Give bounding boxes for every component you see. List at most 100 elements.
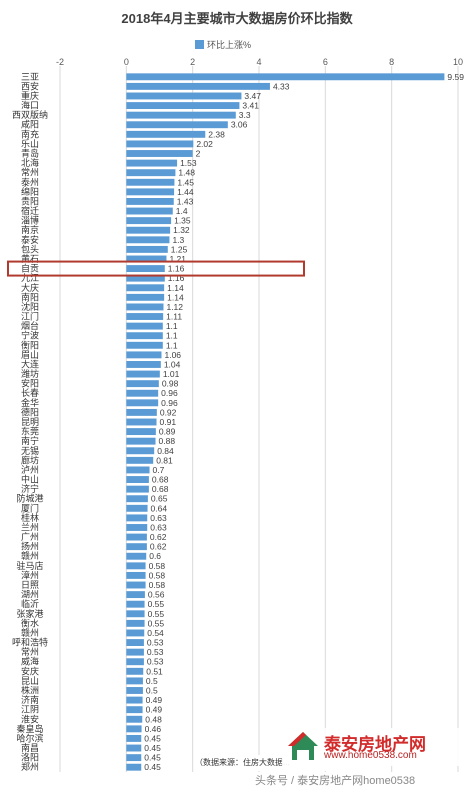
category-label: 沈阳 <box>21 301 39 312</box>
category-label: 日照 <box>21 580 39 590</box>
category-label: 安庆 <box>21 665 39 676</box>
category-label: 青岛 <box>21 148 39 159</box>
bar <box>126 341 163 349</box>
value-label: 0.63 <box>150 522 167 532</box>
value-label: 0.45 <box>144 733 161 743</box>
value-label: 0.58 <box>149 561 166 571</box>
category-label: 漳州 <box>21 569 39 580</box>
bar <box>126 284 165 292</box>
bars <box>126 73 445 771</box>
value-label: 1.44 <box>177 187 194 197</box>
bar <box>126 82 270 90</box>
value-label: 4.33 <box>273 81 290 91</box>
category-label: 威海 <box>21 656 39 667</box>
bar <box>126 677 143 685</box>
value-label: 1.32 <box>173 225 190 235</box>
category-labels: 三亚西安重庆海口西双版纳咸阳南充乐山青岛北海常州泰州绵阳贵阳宿迁淄博南京泰安包头… <box>12 72 48 772</box>
category-label: 桂林 <box>21 512 39 523</box>
bar <box>126 485 149 493</box>
value-label: 0.96 <box>161 388 178 398</box>
value-label: 1.14 <box>167 283 184 293</box>
category-label: 南宁 <box>21 435 39 446</box>
category-label: 洛阳 <box>21 752 39 763</box>
house-logo-icon <box>288 732 318 760</box>
value-label: 0.63 <box>150 513 167 523</box>
category-label: 自贡 <box>21 263 39 274</box>
value-label: 2.38 <box>208 129 225 139</box>
value-label: 1.4 <box>176 206 188 216</box>
category-label: 咸阳 <box>21 119 39 130</box>
bar <box>126 389 159 397</box>
category-label: 黄石 <box>21 253 39 264</box>
value-label: 1.35 <box>174 216 191 226</box>
value-label: 1.06 <box>164 350 181 360</box>
value-label: 0.55 <box>148 618 165 628</box>
bar <box>126 533 147 541</box>
bar <box>126 447 155 455</box>
value-label: 1.1 <box>166 340 178 350</box>
bar <box>126 715 143 723</box>
category-label: 潍坊 <box>21 368 39 379</box>
value-label: 1.1 <box>166 321 178 331</box>
bar <box>126 265 165 273</box>
category-label: 西双版纳 <box>12 109 48 120</box>
category-label: 海口 <box>21 100 39 111</box>
category-label: 贵阳 <box>21 195 39 206</box>
bar <box>126 476 149 483</box>
category-label: 常州 <box>21 646 39 657</box>
bar <box>126 226 171 234</box>
bar <box>126 495 148 503</box>
bar <box>126 121 228 129</box>
value-label: 0.68 <box>152 484 169 494</box>
value-label: 0.48 <box>145 714 162 724</box>
value-labels: 9.59 4.33 3.473.413.33.06 2.382.0221.531.48… <box>144 72 464 772</box>
value-label: 2.02 <box>196 139 213 149</box>
bar <box>126 332 163 340</box>
value-label: 0.5 <box>146 676 158 686</box>
bar <box>126 370 160 378</box>
category-label: 赣州 <box>21 627 39 638</box>
category-label: 赣州 <box>21 550 39 561</box>
bar <box>126 92 242 100</box>
bar <box>126 610 145 618</box>
category-label: 泸州 <box>21 465 39 475</box>
value-label: 1.1 <box>166 331 178 341</box>
category-label: 重庆 <box>21 90 39 101</box>
category-label: 郑州 <box>21 761 39 772</box>
value-label: 0.92 <box>160 407 177 417</box>
category-label: 南阳 <box>21 291 39 302</box>
bar <box>126 73 445 81</box>
category-label: 中山 <box>21 474 39 485</box>
bar <box>126 658 144 666</box>
bar <box>126 130 206 138</box>
bar <box>126 639 144 646</box>
category-label: 绵阳 <box>21 186 39 197</box>
bar <box>126 725 142 733</box>
category-label: 南京 <box>21 224 39 235</box>
watermark-logo: 泰安房地产网 www.home0538.com <box>282 728 467 766</box>
bar <box>126 255 167 263</box>
value-label: 0.58 <box>149 580 166 590</box>
category-label: 济宁 <box>21 483 39 494</box>
value-label: 1.16 <box>168 273 185 283</box>
category-label: 泰安 <box>21 234 39 245</box>
bar <box>126 514 148 522</box>
bar <box>126 140 194 148</box>
value-label: 0.45 <box>144 753 161 763</box>
value-label: 0.62 <box>150 542 167 552</box>
value-label: 1.11 <box>166 312 182 322</box>
category-label: 衡水 <box>21 617 39 628</box>
value-label: 0.56 <box>148 590 165 600</box>
bar <box>126 437 156 445</box>
category-label: 广州 <box>21 531 39 542</box>
category-label: 烟台 <box>21 320 39 331</box>
bar <box>126 428 156 436</box>
bar <box>126 293 165 301</box>
value-label: 0.49 <box>146 695 163 705</box>
bar <box>126 198 174 205</box>
category-label: 秦皇岛 <box>16 723 43 734</box>
value-label: 0.62 <box>150 532 167 542</box>
bar <box>126 399 159 407</box>
value-label: 0.91 <box>160 417 177 427</box>
